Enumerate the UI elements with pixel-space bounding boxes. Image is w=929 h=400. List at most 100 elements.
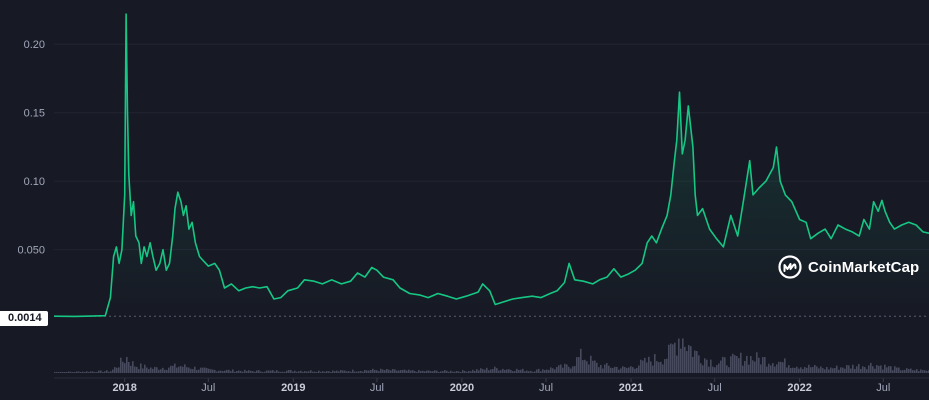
volume-bar <box>604 364 606 373</box>
volume-bar <box>222 371 224 373</box>
volume-bar <box>130 365 132 373</box>
volume-bar <box>128 361 130 373</box>
volume-bar <box>532 371 534 373</box>
volume-bar <box>348 371 350 373</box>
volume-bar <box>578 357 580 373</box>
volume-bar <box>414 371 416 373</box>
volume-bar <box>848 365 850 373</box>
volume-bar <box>768 363 770 373</box>
x-tick-label: Jul <box>201 382 215 394</box>
volume-bar <box>246 371 248 373</box>
volume-bar <box>722 356 724 373</box>
volume-bar <box>214 369 216 373</box>
volume-bar <box>818 368 820 373</box>
volume-bar <box>878 365 880 373</box>
volume-bar <box>160 369 162 373</box>
volume-bar <box>98 370 100 373</box>
volume-bar <box>54 372 56 373</box>
volume-bar <box>684 346 686 373</box>
coinmarketcap-logo-icon <box>778 255 802 279</box>
volume-bar <box>612 367 614 373</box>
volume-bar <box>574 366 576 373</box>
volume-bar <box>304 371 306 373</box>
volume-bar <box>792 367 794 373</box>
volume-bar <box>868 365 870 373</box>
volume-bar <box>556 367 558 373</box>
volume-bar <box>758 357 760 373</box>
volume-bar <box>228 369 230 373</box>
volume-bar <box>294 370 296 373</box>
volume-bar <box>194 366 196 373</box>
volume-bar <box>492 369 494 373</box>
volume-bar <box>380 368 382 373</box>
volume-bar <box>880 365 882 373</box>
volume-bar <box>290 369 292 373</box>
volume-bar <box>288 369 290 373</box>
volume-bar <box>680 348 682 373</box>
volume-bar <box>234 371 236 373</box>
volume-bar <box>718 363 720 373</box>
volume-bar <box>666 358 668 373</box>
volume-bar <box>554 369 556 373</box>
volume-bar <box>284 371 286 373</box>
volume-bar <box>138 369 140 373</box>
volume-bar <box>248 370 250 373</box>
volume-bar <box>720 360 722 373</box>
volume-bar <box>198 369 200 373</box>
volume-bar <box>564 363 566 373</box>
volume-bar <box>372 368 374 373</box>
volume-bar <box>274 371 276 373</box>
volume-bar <box>526 370 528 373</box>
volume-bar <box>74 372 76 373</box>
volume-bar <box>482 369 484 373</box>
volume-bar <box>668 344 670 373</box>
volume-bar <box>178 366 180 373</box>
volume-bar <box>338 371 340 373</box>
volume-bar <box>232 369 234 373</box>
volume-bar <box>494 366 496 373</box>
volume-bar <box>740 352 742 373</box>
volume-bar <box>318 370 320 373</box>
volume-bar <box>636 367 638 373</box>
volume-bar <box>244 369 246 373</box>
volume-bar <box>398 370 400 373</box>
volume-bar <box>788 365 790 373</box>
volume-bar <box>148 369 150 373</box>
volume-bar <box>926 370 928 373</box>
volume-bar <box>458 371 460 373</box>
volume-bar <box>592 360 594 373</box>
volume-bar <box>902 370 904 373</box>
volume-bar <box>306 371 308 373</box>
volume-bar <box>370 369 372 373</box>
volume-bar <box>646 362 648 373</box>
volume-bar <box>770 365 772 373</box>
volume-bar <box>84 371 86 373</box>
volume-bar <box>618 369 620 373</box>
volume-bar <box>170 365 172 373</box>
volume-bar <box>640 359 642 373</box>
volume-bar <box>678 338 680 373</box>
volume-bar <box>326 371 328 373</box>
volume-bar <box>362 371 364 373</box>
price-series-line <box>53 13 929 318</box>
y-tick-label: 0.050 <box>17 245 45 257</box>
volume-bar <box>488 370 490 373</box>
volume-bar <box>394 369 396 373</box>
volume-bar <box>366 370 368 373</box>
y-tick-label: 0.15 <box>24 108 45 120</box>
volume-bar <box>456 371 458 373</box>
volume-bar <box>538 368 540 373</box>
volume-bar <box>562 367 564 373</box>
volume-bar <box>470 371 472 373</box>
volume-bar <box>920 369 922 373</box>
volume-bar <box>450 370 452 373</box>
volume-bar <box>408 369 410 373</box>
volume-bar <box>852 364 854 373</box>
volume-bar <box>428 370 430 373</box>
volume-bar <box>426 370 428 373</box>
volume-bar <box>376 370 378 373</box>
volume-bar <box>118 367 120 373</box>
volume-bar <box>900 370 902 373</box>
